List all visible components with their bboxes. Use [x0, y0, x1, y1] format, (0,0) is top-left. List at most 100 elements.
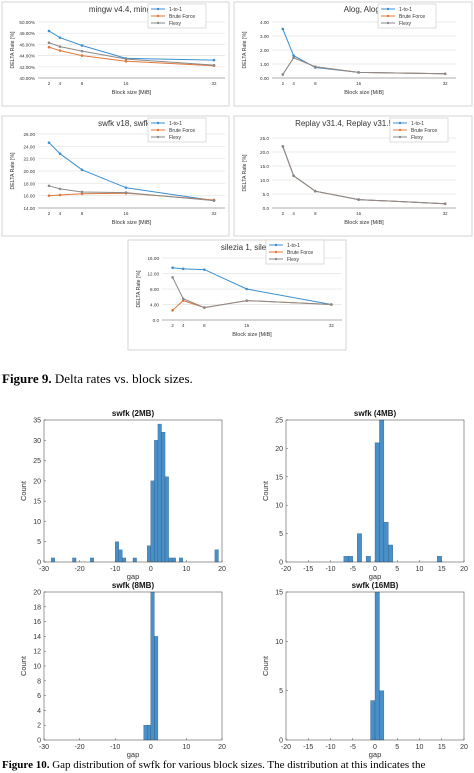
y-tick-label: 20.00	[24, 169, 36, 174]
y-tick-label: 22.00	[24, 157, 36, 162]
legend-marker	[156, 21, 160, 25]
plot-frame	[43, 591, 223, 741]
chart-title: swfk (4MB)	[354, 409, 397, 418]
chart-title: Replay v31.4, Replay v31.5	[295, 119, 393, 128]
y-tick-label: 20	[33, 590, 41, 597]
legend-marker	[398, 121, 402, 125]
data-point	[80, 49, 84, 53]
y-tick-label: 14	[33, 634, 41, 641]
histogram-h4: 0 5 10 15 20 25 -20 -15 -10 -5 0 5 10 15 20 swfk (4MB) g…	[261, 409, 468, 581]
y-tick-label: 10.0	[260, 178, 269, 183]
legend-marker	[386, 14, 390, 18]
data-point	[58, 187, 62, 191]
y-tick-label: 15.0	[260, 164, 269, 169]
data-point	[124, 57, 128, 61]
histogram-bar	[164, 476, 169, 563]
legend-label: 1-to-1	[411, 121, 424, 127]
figure9-label: Figure 9.	[2, 371, 52, 386]
y-tick-label: 10	[33, 664, 41, 671]
x-tick-label: 2	[48, 211, 51, 216]
data-point	[47, 29, 51, 33]
y-tick-label: 5	[37, 539, 41, 546]
x-tick-label: 0	[149, 566, 153, 573]
histogram-bar	[118, 549, 123, 563]
x-tick-label: 10	[183, 566, 191, 573]
chart-title: mingw v4.4, mingw v4.5	[89, 5, 175, 14]
x-axis-label: gap	[369, 750, 382, 759]
data-point	[281, 73, 285, 76]
histogram-bar	[122, 557, 127, 563]
data-point	[443, 72, 447, 76]
y-tick-label: 4.00	[260, 20, 269, 25]
y-tick-label: 15	[33, 499, 41, 506]
chart-mingw: 40.00% 42.00% 44.00% 46.00% 48.00% 50.00% 2 4 8 1…	[1, 1, 230, 107]
histogram-bar	[374, 442, 380, 563]
legend-label: Brute Force	[411, 128, 437, 134]
y-tick-label: 3.00	[260, 34, 269, 39]
x-tick-label: 16	[244, 323, 249, 328]
legend-label: Flexy	[169, 21, 181, 27]
x-tick-label: 15	[438, 566, 446, 573]
data-point	[330, 303, 333, 306]
x-tick-label: -15	[303, 744, 313, 751]
histogram-bar	[374, 591, 380, 741]
data-point	[212, 63, 216, 67]
y-tick-label: 2	[37, 723, 41, 730]
data-point	[47, 41, 51, 45]
x-axis-label: Block size [MiB]	[232, 332, 272, 338]
data-point	[203, 306, 206, 309]
x-axis-label: Block size [MiB]	[344, 220, 384, 226]
histogram-bar	[379, 690, 385, 741]
x-tick-label: 8	[81, 211, 84, 216]
y-tick-label: 18	[33, 604, 41, 611]
x-tick-label: 0	[373, 744, 377, 751]
y-tick-label: 16.00	[148, 256, 160, 261]
y-tick-label: 15	[275, 474, 283, 481]
data-point	[281, 145, 285, 148]
x-tick-label: -10	[325, 744, 335, 751]
data-point	[292, 56, 295, 59]
x-tick-label: 5	[395, 744, 399, 751]
histogram-bar	[150, 591, 155, 741]
chart-alog: 0.00 1.00 2.00 3.00 4.00 2 4 8 16 32 Alog, Alog2 Bl…	[233, 1, 473, 107]
data-point	[292, 54, 295, 57]
y-tick-label: 4	[37, 708, 41, 715]
x-tick-label: -15	[303, 566, 313, 573]
chart-swfk: 14.00 16.00 18.00 20.00 22.00 24.00 26.00 2 4 8 16…	[1, 115, 230, 237]
data-point	[171, 266, 174, 269]
figure9-text: Delta rates vs. block sizes.	[51, 371, 193, 386]
legend-label: 1-to-1	[399, 7, 412, 13]
histogram-bar	[143, 725, 148, 741]
data-point	[124, 59, 128, 63]
data-point	[313, 65, 317, 69]
x-tick-label: 2	[282, 81, 285, 86]
y-tick-label: 42.00%	[19, 65, 35, 70]
x-tick-label: 10	[416, 744, 424, 751]
histogram-bar	[150, 480, 155, 563]
histogram-bar	[147, 725, 151, 741]
x-tick-label: 2	[48, 81, 51, 86]
y-tick-label: 30	[33, 438, 41, 445]
x-tick-label: 15	[438, 744, 446, 751]
histogram-h2: 0 5 10 15 20 25 30 35 -30 -20 -10 0 10 20 swfk (2MB) ga…	[19, 409, 226, 581]
y-tick-label: 25	[275, 418, 283, 425]
y-axis-label: DELTA Rate [%]	[10, 152, 16, 190]
chart-title: swfk (16MB)	[352, 581, 399, 590]
histogram-bar	[115, 541, 119, 563]
y-axis-label: DELTA Rate [%]	[242, 154, 248, 192]
y-tick-label: 24.00	[24, 144, 36, 149]
x-tick-label: 10	[416, 566, 424, 573]
data-point	[245, 287, 249, 291]
x-tick-label: 4	[59, 81, 62, 86]
data-point	[80, 190, 84, 194]
y-tick-label: 25.0	[260, 136, 269, 141]
x-tick-label: 16	[124, 81, 129, 86]
y-tick-label: 26.00	[24, 132, 36, 137]
data-point	[281, 27, 285, 31]
y-axis-label: Count	[19, 480, 28, 501]
histogram-bar	[365, 556, 371, 563]
legend-marker	[274, 257, 278, 261]
y-tick-label: 0.0	[153, 318, 160, 323]
y-tick-label: 18.00	[24, 181, 36, 186]
data-point	[47, 141, 51, 144]
